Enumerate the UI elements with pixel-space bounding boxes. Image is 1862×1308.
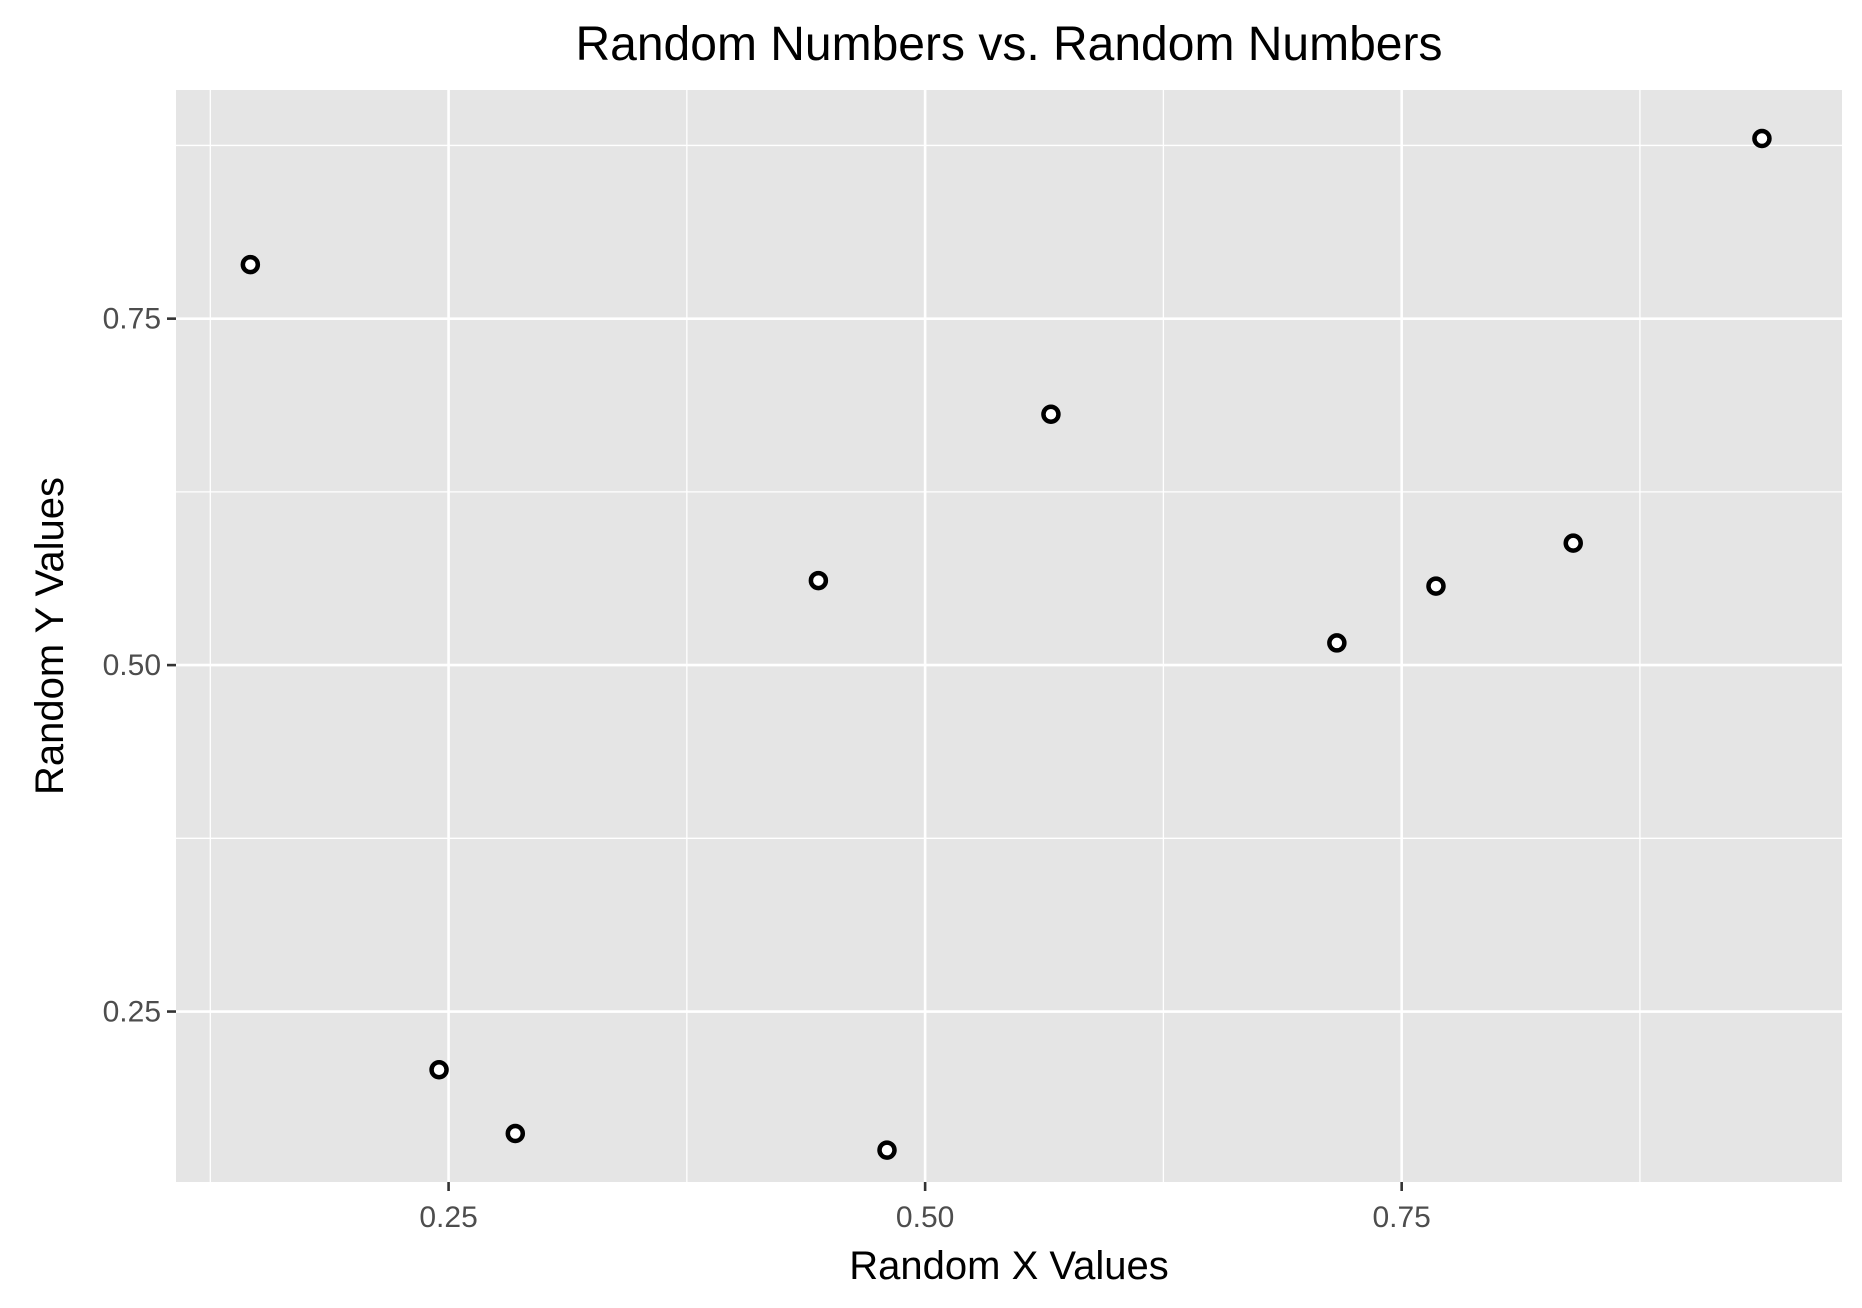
- y-axis-title: Random Y Values: [28, 477, 72, 795]
- chart-title: Random Numbers vs. Random Numbers: [576, 18, 1443, 71]
- data-point: [429, 1060, 449, 1080]
- data-point: [1041, 404, 1061, 425]
- y-tick-label: 0.50: [103, 649, 161, 682]
- x-tick-label: 0.25: [419, 1201, 477, 1234]
- data-point: [1563, 533, 1583, 553]
- data-point: [1327, 633, 1347, 653]
- major-gridlines: [176, 90, 1842, 1182]
- data-point: [877, 1140, 897, 1160]
- data-points: [240, 128, 1772, 1160]
- y-tick-label: 0.25: [103, 996, 161, 1029]
- y-axis: 0.25 0.50 0.75: [103, 303, 176, 1029]
- x-tick-label: 0.50: [896, 1201, 954, 1234]
- data-point: [505, 1123, 526, 1144]
- x-axis-title: Random X Values: [849, 1244, 1168, 1288]
- x-axis: 0.25 0.50 0.75: [419, 1182, 1431, 1234]
- data-point: [808, 570, 829, 591]
- plot-panel: [176, 90, 1842, 1182]
- minor-gridlines: [176, 90, 1842, 1186]
- y-tick-label: 0.75: [103, 303, 161, 336]
- data-point: [1752, 128, 1772, 149]
- data-point: [240, 254, 261, 275]
- x-tick-label: 0.75: [1372, 1201, 1430, 1234]
- data-point: [1426, 576, 1446, 596]
